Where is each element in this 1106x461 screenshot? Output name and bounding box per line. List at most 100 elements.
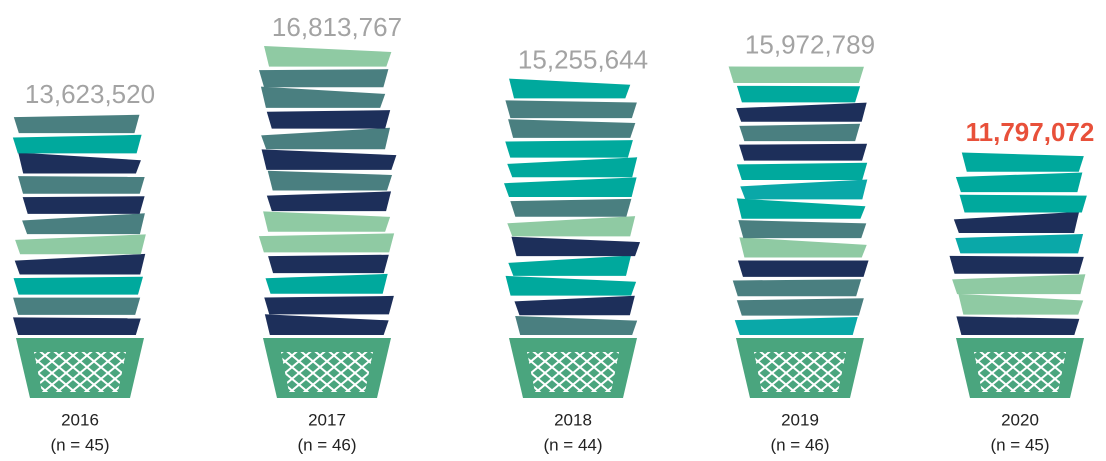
layer (263, 211, 391, 232)
layer (264, 295, 394, 315)
lattice-line (34, 352, 55, 392)
category-label: 2018 (554, 410, 592, 429)
lattice-line (381, 348, 441, 398)
layer (508, 255, 632, 276)
layer (267, 170, 393, 191)
stack (213, 46, 441, 398)
lattice-line (281, 352, 302, 392)
lattice-line (1045, 352, 1066, 392)
lattice-line (281, 352, 302, 392)
layer (13, 297, 141, 315)
layer (515, 315, 638, 335)
layer (959, 194, 1087, 213)
lattice-line (754, 352, 775, 392)
lattice-line (213, 348, 273, 398)
layer (736, 102, 867, 122)
layer (736, 162, 868, 180)
lattice-line (213, 348, 273, 398)
lattice-line (1017, 352, 1066, 392)
layer (961, 152, 1084, 172)
category-label: 2017 (308, 410, 346, 429)
lattice-line (754, 352, 803, 392)
layer (728, 66, 864, 84)
layer (503, 177, 637, 197)
layer (22, 213, 145, 235)
layer (266, 110, 391, 129)
value-label: 11,797,072 (966, 117, 1095, 147)
stack (12, 114, 194, 398)
lattice-line (598, 352, 619, 392)
layer (15, 234, 146, 255)
lattice-line (352, 352, 373, 392)
layer (958, 293, 1084, 315)
lattice-line (527, 352, 548, 392)
value-label: 16,813,767 (272, 12, 402, 42)
lattice-line (134, 348, 194, 398)
layer (264, 46, 392, 67)
lattice-line (989, 352, 1051, 392)
lattice-line (352, 352, 373, 392)
lattice-line (63, 352, 125, 392)
lattice-line (542, 352, 604, 392)
lattice-line (296, 352, 358, 392)
layer (505, 275, 637, 296)
layer (510, 198, 632, 217)
layer (260, 86, 386, 108)
lattice-line (282, 352, 344, 392)
lattice-line (754, 352, 775, 392)
layer (505, 100, 637, 119)
layer (507, 157, 638, 178)
lattice-line (310, 352, 372, 392)
lattice-line (1003, 352, 1065, 392)
layer (509, 78, 631, 99)
lattice-line (281, 352, 330, 392)
lattice-line (974, 352, 995, 392)
basket (263, 338, 391, 398)
lattice-line (769, 352, 831, 392)
lattice-line (974, 352, 1023, 392)
stack (459, 78, 687, 398)
basket (736, 338, 864, 398)
layer (955, 233, 1084, 254)
layer (514, 295, 635, 316)
lattice-line (34, 352, 55, 392)
lattice-line (105, 352, 126, 392)
sublabel: (n = 44) (543, 435, 602, 454)
lattice-line (77, 352, 126, 392)
lattice-line (686, 348, 746, 398)
value-label: 13,623,520 (25, 79, 155, 109)
layer (953, 211, 1080, 233)
layer (736, 85, 861, 103)
category-label: 2020 (1001, 410, 1039, 429)
lattice-line (459, 348, 519, 398)
sublabel: (n = 45) (990, 435, 1049, 454)
lattice-line (598, 352, 619, 392)
sublabel: (n = 46) (770, 435, 829, 454)
lattice-line (797, 352, 846, 392)
value-label: 15,255,644 (518, 45, 648, 75)
lattice-line (825, 352, 846, 392)
lattice-line (570, 352, 619, 392)
lattice-line (906, 348, 966, 398)
layer (13, 276, 143, 295)
layer (736, 198, 866, 219)
stack (686, 66, 914, 398)
lattice-line (974, 352, 995, 392)
layer (737, 260, 869, 277)
basket (16, 338, 144, 398)
layer (258, 233, 395, 253)
lattice-line (755, 352, 817, 392)
sublabel: (n = 46) (297, 435, 356, 454)
layer (13, 114, 140, 134)
lattice-line (627, 348, 687, 398)
lattice-line (783, 352, 845, 392)
lattice-line (686, 348, 746, 398)
layer (740, 179, 868, 200)
lattice-line (975, 352, 1037, 392)
layer (734, 317, 858, 335)
layer (505, 140, 633, 158)
layer (261, 127, 391, 150)
layer (949, 255, 1084, 274)
lattice-line (854, 348, 914, 398)
